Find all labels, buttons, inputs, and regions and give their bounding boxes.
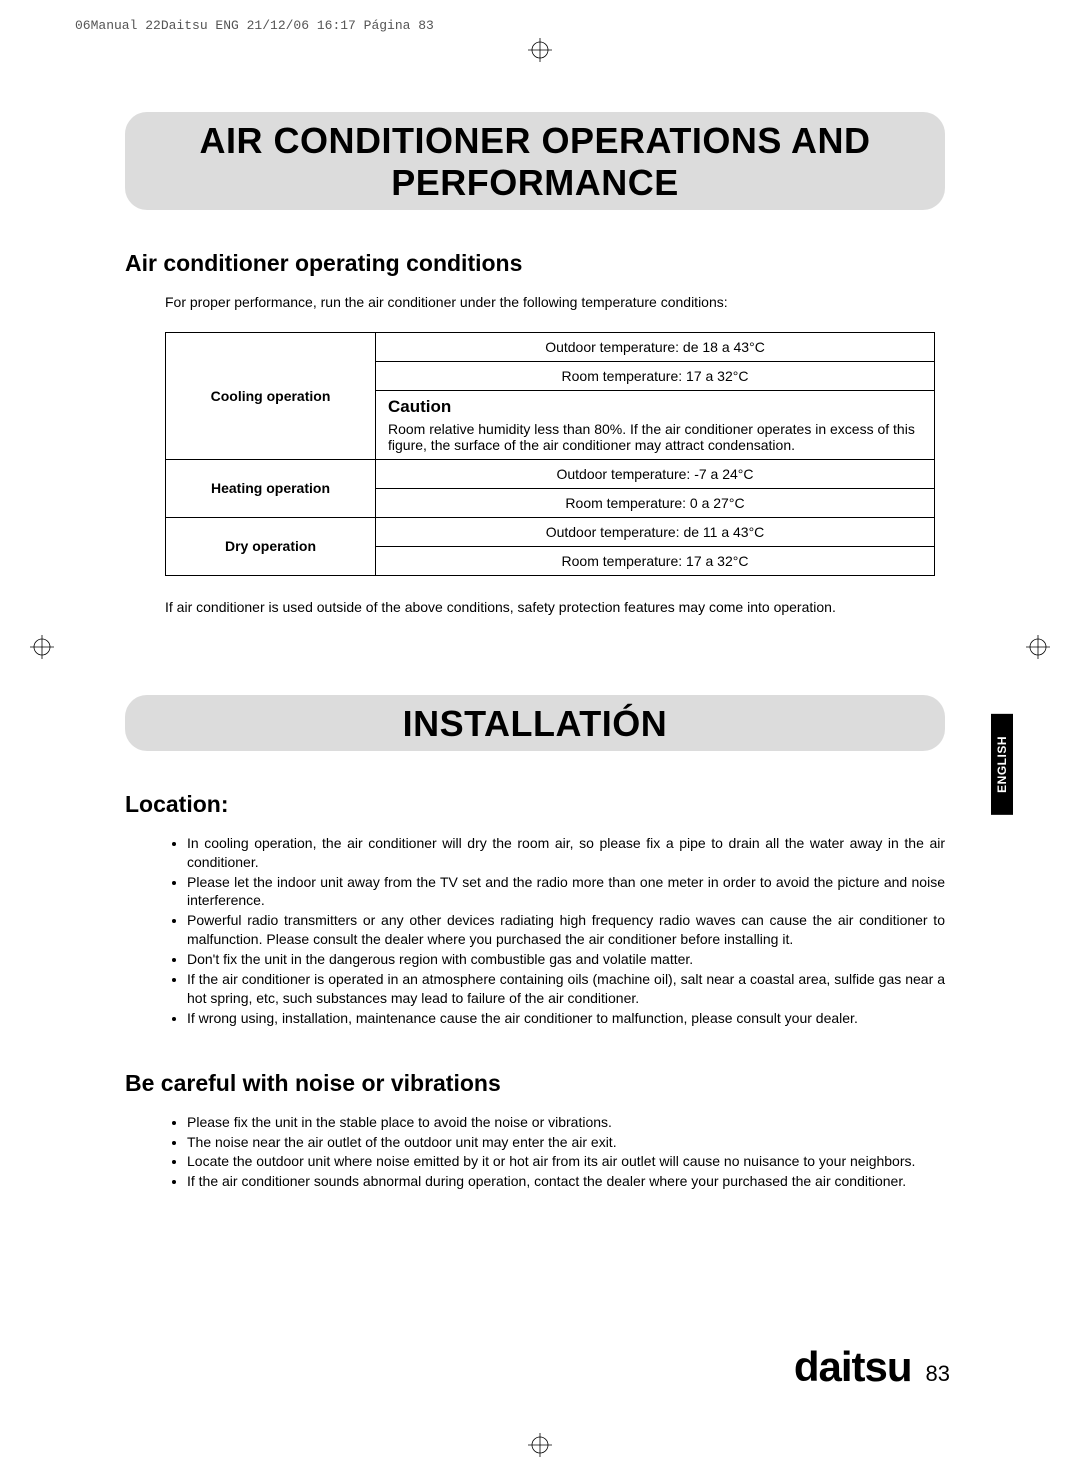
list-item: Please let the indoor unit away from the… bbox=[187, 873, 945, 911]
list-item: Powerful radio transmitters or any other… bbox=[187, 911, 945, 949]
cell-room: Room temperature: 0 a 27°C bbox=[376, 488, 935, 517]
list-item: Don't fix the unit in the dangerous regi… bbox=[187, 950, 945, 969]
noise-list: Please fix the unit in the stable place … bbox=[165, 1113, 945, 1192]
mode-cell-cooling: Cooling operation bbox=[166, 332, 376, 459]
language-tab: ENGLISH bbox=[991, 714, 1013, 815]
caution-label: Caution bbox=[388, 397, 922, 417]
list-item: If the air conditioner sounds abnormal d… bbox=[187, 1172, 945, 1191]
list-item: The noise near the air outlet of the out… bbox=[187, 1133, 945, 1152]
list-item: Please fix the unit in the stable place … bbox=[187, 1113, 945, 1132]
caution-text: Room relative humidity less than 80%. If… bbox=[388, 421, 922, 453]
mode-cell-dry: Dry operation bbox=[166, 517, 376, 575]
footnote-text: If air conditioner is used outside of th… bbox=[165, 598, 945, 617]
print-header: 06Manual 22Daitsu ENG 21/12/06 16:17 Pág… bbox=[75, 18, 434, 33]
cell-caution: Caution Room relative humidity less than… bbox=[376, 390, 935, 459]
cell-room: Room temperature: 17 a 32°C bbox=[376, 361, 935, 390]
location-list: In cooling operation, the air conditione… bbox=[165, 834, 945, 1028]
section-title: INSTALLATIÓN bbox=[135, 703, 935, 745]
crop-mark-icon bbox=[528, 1433, 552, 1457]
page-number: 83 bbox=[926, 1361, 950, 1387]
brand-logo: daitsu bbox=[794, 1343, 912, 1391]
crop-mark-icon bbox=[528, 38, 552, 62]
manual-page: 06Manual 22Daitsu ENG 21/12/06 16:17 Pág… bbox=[0, 0, 1080, 1471]
table-row: Heating operation Outdoor temperature: -… bbox=[166, 459, 935, 488]
cell-room: Room temperature: 17 a 32°C bbox=[376, 546, 935, 575]
section-banner-operations: AIR CONDITIONER OPERATIONS AND PERFORMAN… bbox=[125, 112, 945, 210]
subhead-location: Location: bbox=[125, 791, 945, 818]
page-footer: daitsu 83 bbox=[794, 1343, 950, 1391]
conditions-table: Cooling operation Outdoor temperature: d… bbox=[165, 332, 935, 576]
mode-cell-heating: Heating operation bbox=[166, 459, 376, 517]
cell-outdoor: Outdoor temperature: de 18 a 43°C bbox=[376, 332, 935, 361]
list-item: In cooling operation, the air conditione… bbox=[187, 834, 945, 872]
section-title: AIR CONDITIONER OPERATIONS AND PERFORMAN… bbox=[135, 120, 935, 204]
subhead-conditions: Air conditioner operating conditions bbox=[125, 250, 945, 277]
crop-mark-icon bbox=[1026, 635, 1050, 659]
cell-outdoor: Outdoor temperature: de 11 a 43°C bbox=[376, 517, 935, 546]
cell-outdoor: Outdoor temperature: -7 a 24°C bbox=[376, 459, 935, 488]
list-item: If the air conditioner is operated in an… bbox=[187, 970, 945, 1008]
table-row: Dry operation Outdoor temperature: de 11… bbox=[166, 517, 935, 546]
list-item: Locate the outdoor unit where noise emit… bbox=[187, 1152, 945, 1171]
list-item: If wrong using, installation, maintenanc… bbox=[187, 1009, 945, 1028]
table-row: Cooling operation Outdoor temperature: d… bbox=[166, 332, 935, 361]
crop-mark-icon bbox=[30, 635, 54, 659]
page-content: AIR CONDITIONER OPERATIONS AND PERFORMAN… bbox=[125, 112, 945, 1192]
section-banner-installation: INSTALLATIÓN bbox=[125, 695, 945, 751]
intro-text: For proper performance, run the air cond… bbox=[165, 293, 945, 312]
subhead-noise: Be careful with noise or vibrations bbox=[125, 1070, 945, 1097]
